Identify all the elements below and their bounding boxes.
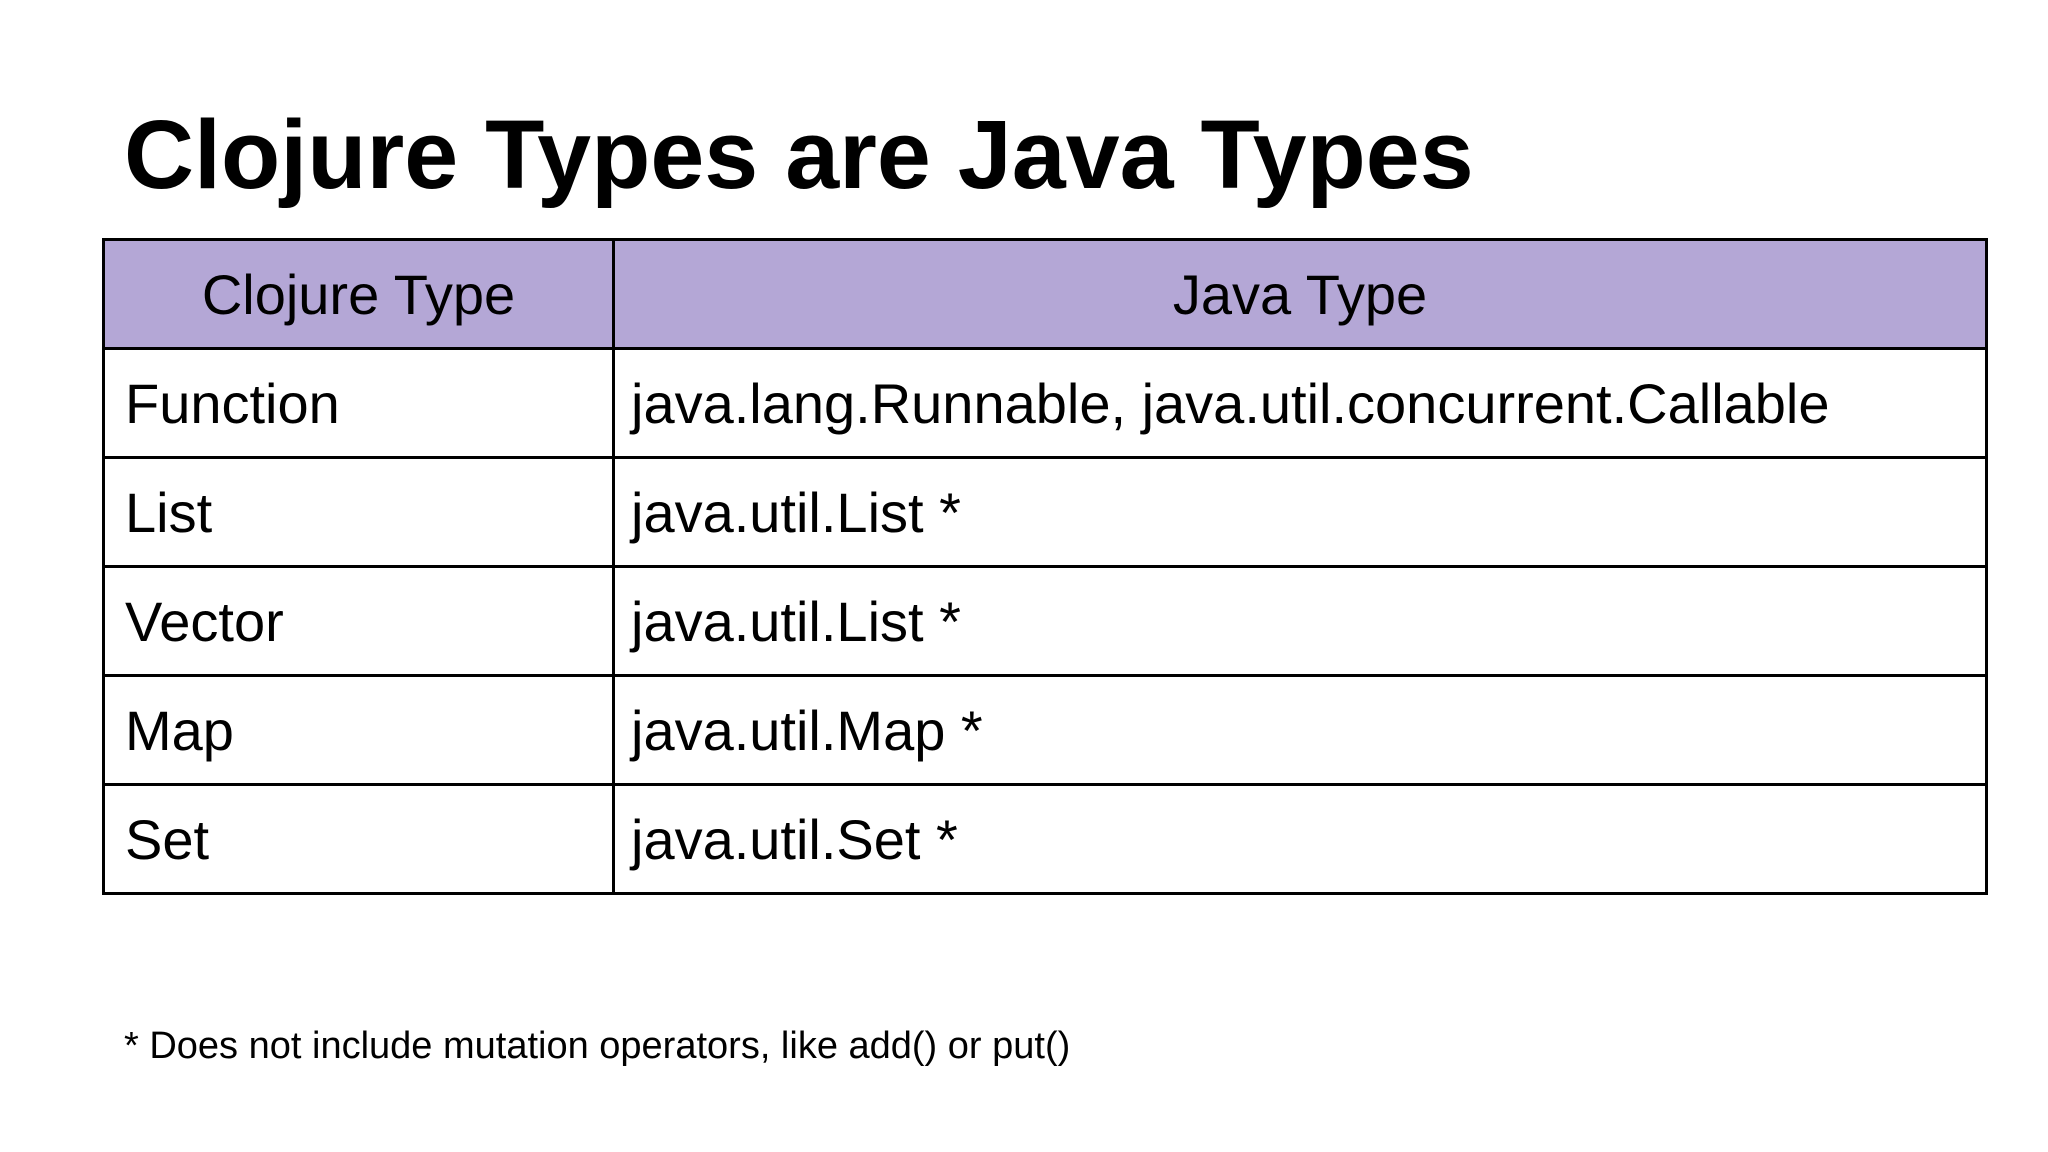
cell-clojure-type: Function — [102, 347, 615, 459]
cell-java-type: java.lang.Runnable, java.util.concurrent… — [612, 347, 1988, 459]
table-row: Set java.util.Set * — [102, 783, 1988, 895]
cell-clojure-type: Set — [102, 783, 615, 895]
clojure-java-types-table: Clojure Type Java Type Function java.lan… — [102, 238, 1988, 895]
cell-java-type: java.util.List * — [612, 456, 1988, 568]
cell-clojure-type: Vector — [102, 565, 615, 677]
header-cell-java-type: Java Type — [612, 238, 1988, 350]
table-row: Map java.util.Map * — [102, 674, 1988, 786]
footnote: * Does not include mutation operators, l… — [124, 1025, 1071, 1067]
cell-java-type: java.util.Set * — [612, 783, 1988, 895]
table-row: Function java.lang.Runnable, java.util.c… — [102, 347, 1988, 459]
table-header-row: Clojure Type Java Type — [102, 238, 1988, 350]
header-cell-clojure-type: Clojure Type — [102, 238, 615, 350]
page-title: Clojure Types are Java Types — [124, 100, 1474, 209]
cell-java-type: java.util.Map * — [612, 674, 1988, 786]
cell-clojure-type: List — [102, 456, 615, 568]
cell-java-type: java.util.List * — [612, 565, 1988, 677]
table-row: List java.util.List * — [102, 456, 1988, 568]
cell-clojure-type: Map — [102, 674, 615, 786]
table-row: Vector java.util.List * — [102, 565, 1988, 677]
